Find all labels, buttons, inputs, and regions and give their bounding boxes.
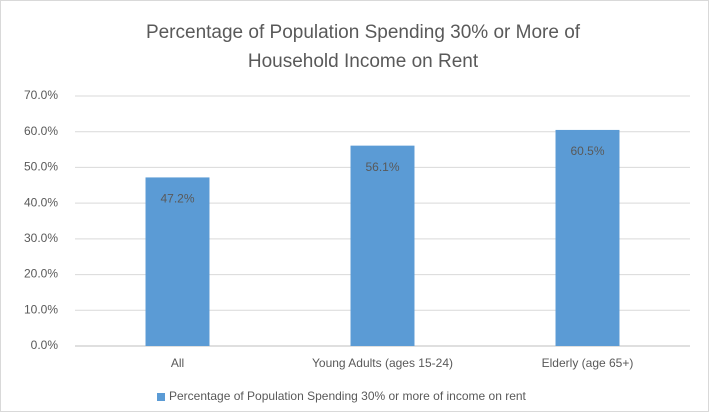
y-tick-label: 60.0% [24, 124, 58, 138]
y-tick-label: 10.0% [24, 302, 58, 316]
x-tick-label: Young Adults (ages 15-24) [312, 356, 453, 370]
y-tick-label: 0.0% [31, 338, 59, 352]
bar [350, 145, 415, 346]
y-tick-label: 70.0% [24, 88, 58, 102]
x-tick-label: Elderly (age 65+) [542, 356, 634, 370]
x-tick-label: All [171, 356, 184, 370]
legend-label: Percentage of Population Spending 30% or… [169, 389, 527, 403]
y-tick-label: 30.0% [24, 231, 58, 245]
bar [145, 177, 210, 346]
data-label: 47.2% [160, 192, 194, 206]
y-tick-label: 40.0% [24, 195, 58, 209]
chart-title: Percentage of Population Spending 30% or… [145, 22, 581, 72]
y-tick-label: 50.0% [24, 160, 58, 174]
data-label: 56.1% [365, 160, 399, 174]
data-label: 60.5% [570, 144, 604, 158]
legend-swatch [157, 393, 165, 401]
y-tick-label: 20.0% [24, 267, 58, 281]
bar [555, 129, 620, 346]
